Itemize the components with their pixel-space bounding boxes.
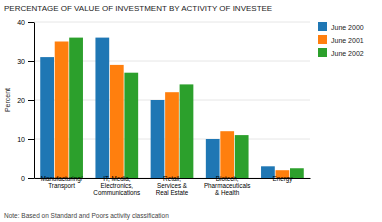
title: PERCENTAGE OF VALUE OF INVESTMENT BY ACT… [4, 4, 272, 13]
x-axis: Manufacturing/Transport IT, Media,Electro… [35, 175, 311, 196]
series [69, 38, 304, 178]
x-tick-label-line: & Health [215, 189, 240, 196]
bar [95, 38, 109, 178]
grid-line [34, 22, 310, 23]
y-tick: 40 [17, 19, 34, 26]
y-tick-label: 40 [17, 19, 25, 26]
legend-item: June 2001 [318, 35, 364, 44]
legend-item: June 2000 [318, 22, 364, 31]
bar [55, 42, 69, 179]
series [55, 42, 290, 179]
x-tick: Energy [272, 175, 293, 183]
y-tick-mark [28, 22, 34, 23]
x-tick-label-line: Real Estate [156, 189, 189, 196]
x-tick-label-line: Transport [48, 182, 75, 190]
y-tick-mark [28, 178, 34, 179]
x-tick-label: Biotech,Pharmaceuticals& Health [204, 175, 251, 196]
x-tick-label: Retail,Services &Real Estate [156, 175, 189, 196]
x-tick-label-line: Energy [272, 175, 293, 183]
y-tick: 0 [21, 175, 34, 182]
bar [40, 57, 54, 178]
bars [40, 38, 304, 178]
legend-label: June 2002 [331, 50, 364, 57]
note: Note: Based on Standard and Poors activi… [4, 212, 169, 220]
x-tick: IT, Media,Electronics,Communications [93, 175, 140, 196]
series [40, 38, 275, 178]
y-tick-mark [28, 139, 34, 140]
x-tick: Manufacturing/Transport [41, 175, 83, 190]
x-tick-label: Manufacturing/Transport [41, 175, 83, 190]
bar [206, 139, 220, 178]
y-axis-line [34, 23, 35, 179]
grid [34, 22, 310, 178]
y-tick-label: 10 [17, 136, 25, 143]
y-tick: 10 [17, 136, 34, 143]
legend-label: June 2001 [331, 37, 364, 44]
y-axis: 0 10 20 30 40 [17, 19, 34, 182]
x-tick-label-line: Communications [93, 189, 140, 196]
y-tick-mark [28, 100, 34, 101]
bar [124, 73, 138, 178]
chart: PERCENTAGE OF VALUE OF INVESTMENT BY ACT… [0, 0, 382, 222]
y-tick-mark [28, 61, 34, 62]
legend-label: June 2000 [331, 24, 364, 31]
legend-swatch [318, 48, 327, 57]
bar [110, 65, 124, 178]
x-tick: Retail,Services &Real Estate [156, 175, 189, 196]
bar [151, 100, 165, 178]
y-tick-label: 30 [17, 58, 25, 65]
y-tick: 20 [17, 97, 34, 104]
bar [235, 135, 249, 178]
bar [220, 131, 234, 178]
legend: June 2000 June 2001 June 2002 [318, 22, 364, 57]
legend-swatch [318, 22, 327, 31]
bar [69, 38, 83, 178]
plot: 0 10 20 30 40 Percent Manufacturing/Transport I… [4, 19, 311, 196]
y-axis-title: Percent [4, 88, 11, 112]
bar [180, 84, 194, 178]
y-tick: 30 [17, 58, 34, 65]
y-tick-label: 0 [21, 175, 25, 182]
y-tick-label: 20 [17, 97, 25, 104]
x-tick: Biotech,Pharmaceuticals& Health [204, 175, 251, 196]
x-tick-label: Energy [272, 175, 293, 183]
x-tick-label: IT, Media,Electronics,Communications [93, 175, 140, 196]
bar [165, 92, 179, 178]
legend-swatch [318, 35, 327, 44]
legend-item: June 2002 [318, 48, 364, 57]
